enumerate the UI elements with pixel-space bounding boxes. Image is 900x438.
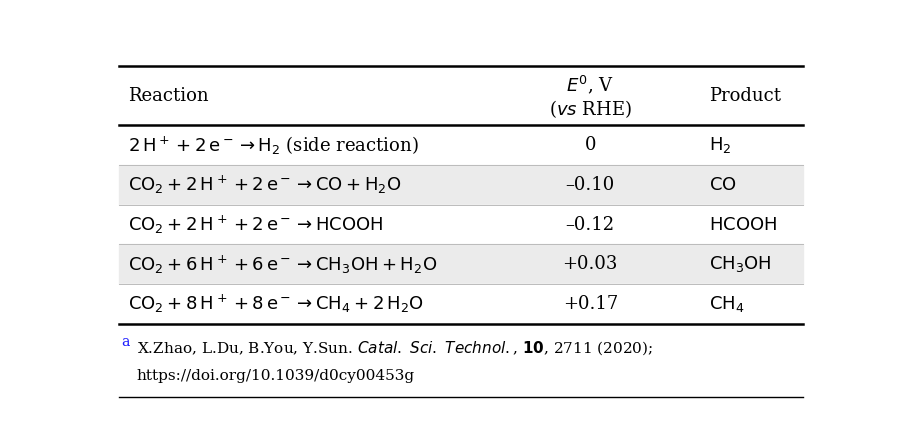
- Bar: [120, 66, 803, 125]
- Text: X.Zhao, L.Du, B.You, Y.Sun. $\mathit{Catal.\ Sci.\ Technol.}$, $\mathbf{10}$, 27: X.Zhao, L.Du, B.You, Y.Sun. $\mathit{Cat…: [137, 339, 653, 357]
- Text: +0.03: +0.03: [562, 255, 618, 273]
- Text: $\mathrm{CH_3OH}$: $\mathrm{CH_3OH}$: [709, 254, 771, 274]
- Text: $\mathrm{CO_2} + 8\,\mathrm{H^+} + 8\,\mathrm{e^-} \rightarrow \mathrm{CH_4} + 2: $\mathrm{CO_2} + 8\,\mathrm{H^+} + 8\,\m…: [128, 293, 424, 315]
- Text: ($\mathit{vs}$ RHE): ($\mathit{vs}$ RHE): [549, 98, 632, 120]
- Text: https://doi.org/10.1039/d0cy00453g: https://doi.org/10.1039/d0cy00453g: [137, 369, 415, 383]
- Text: $\mathrm{CO}$: $\mathrm{CO}$: [709, 176, 736, 194]
- Text: $\mathrm{CO_2} + 6\,\mathrm{H^+} + 6\,\mathrm{e^-} \rightarrow \mathrm{CH_3OH} +: $\mathrm{CO_2} + 6\,\mathrm{H^+} + 6\,\m…: [128, 253, 437, 276]
- Text: a: a: [121, 335, 130, 349]
- Text: –0.12: –0.12: [566, 215, 615, 233]
- Text: $\mathrm{CO_2} + 2\,\mathrm{H^+} + 2\,\mathrm{e^-} \rightarrow \mathrm{CO} + \ma: $\mathrm{CO_2} + 2\,\mathrm{H^+} + 2\,\m…: [128, 173, 401, 196]
- Bar: [120, 284, 803, 324]
- Text: –0.10: –0.10: [566, 176, 615, 194]
- Bar: [120, 205, 803, 244]
- Text: $\mathrm{HCOOH}$: $\mathrm{HCOOH}$: [709, 215, 777, 233]
- Text: $\mathrm{CH_4}$: $\mathrm{CH_4}$: [709, 294, 744, 314]
- Bar: [120, 244, 803, 284]
- Text: $\mathrm{H_2}$: $\mathrm{H_2}$: [709, 135, 732, 155]
- Text: Reaction: Reaction: [128, 87, 209, 105]
- Text: Product: Product: [709, 87, 781, 105]
- Bar: [120, 125, 803, 165]
- Bar: [120, 165, 803, 205]
- Text: 0: 0: [584, 136, 596, 154]
- Text: +0.17: +0.17: [562, 295, 618, 313]
- Text: $E^0$, V: $E^0$, V: [566, 73, 614, 95]
- Text: $2\,\mathrm{H^+} + 2\,\mathrm{e^-} \rightarrow \mathrm{H_2}$ (side reaction): $2\,\mathrm{H^+} + 2\,\mathrm{e^-} \righ…: [128, 134, 418, 156]
- Text: $\mathrm{CO_2} + 2\,\mathrm{H^+} + 2\,\mathrm{e^-} \rightarrow \mathrm{HCOOH}$: $\mathrm{CO_2} + 2\,\mathrm{H^+} + 2\,\m…: [128, 213, 383, 236]
